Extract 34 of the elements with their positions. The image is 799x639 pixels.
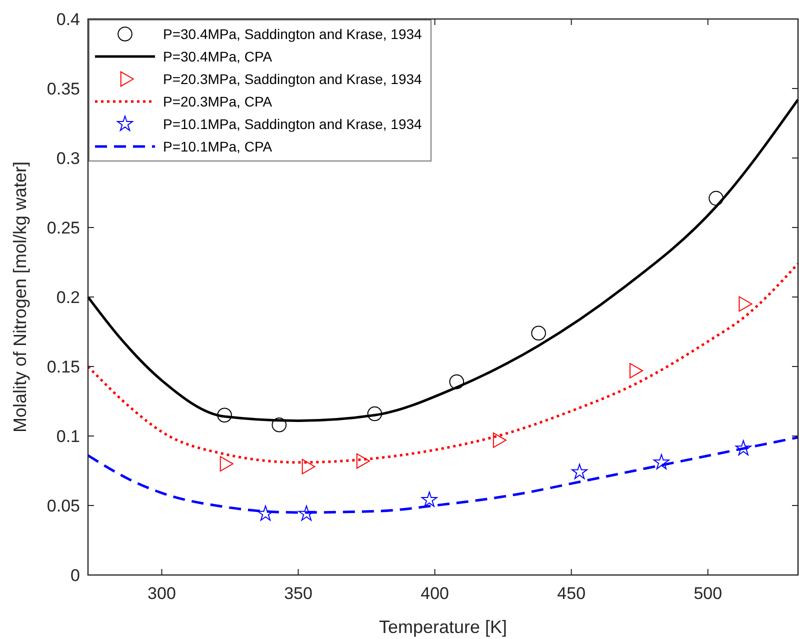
y-tick-label: 0.3 — [56, 149, 80, 168]
point — [257, 505, 274, 521]
y-axis-title: Molality of Nitrogen [mol/kg water] — [10, 161, 30, 433]
x-tick-label: 450 — [557, 584, 586, 603]
x-tick-label: 400 — [420, 584, 449, 603]
point — [531, 326, 546, 341]
y-tick-label: 0.35 — [46, 80, 80, 98]
y-tick-label: 0.2 — [56, 288, 80, 307]
legend-label: P=10.1MPa, Saddington and Krase, 1934 — [163, 116, 422, 132]
point — [421, 492, 438, 507]
y-tick-label: 0.05 — [46, 496, 80, 516]
y-tick-label: 0.4 — [56, 10, 80, 29]
legend-label: P=10.1MPa, CPA — [163, 138, 273, 154]
legend-label: P=20.3MPa, CPA — [163, 94, 273, 110]
y-tick-label: 0.25 — [46, 218, 80, 238]
y-tick-label: 0 — [70, 566, 80, 585]
point — [653, 454, 670, 470]
point — [298, 505, 314, 521]
x-tick-label: 350 — [284, 584, 312, 603]
x-axis-title: Temperature [K] — [378, 617, 508, 637]
point — [367, 406, 382, 422]
point — [708, 190, 724, 206]
legend-label: P=20.3MPa, Saddington and Krase, 1934 — [163, 71, 422, 87]
legend-label: P=30.4MPa, CPA — [163, 48, 273, 64]
point — [449, 374, 464, 390]
y-tick-label: 0.1 — [56, 427, 80, 446]
x-tick-label: 300 — [148, 584, 176, 603]
x-tick-label: 500 — [694, 584, 722, 603]
point — [217, 408, 232, 423]
point — [735, 440, 752, 456]
point — [572, 464, 588, 480]
y-tick-label: 0.15 — [46, 358, 80, 376]
point — [272, 417, 287, 432]
legend-label: P=30.4MPa, Saddington and Krase, 1934 — [163, 26, 422, 42]
